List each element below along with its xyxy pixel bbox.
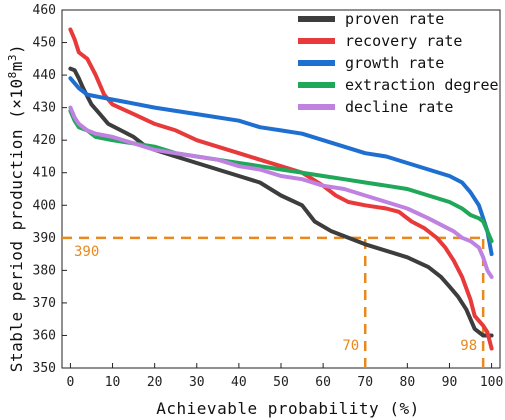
series-line-proven-rate	[68, 66, 494, 338]
y-tick-label: 460	[33, 3, 56, 18]
y-tick-label: 360	[33, 328, 56, 343]
x-tick-label: 40	[231, 375, 247, 390]
axis-titles: Achievable probability (%) Stable period…	[6, 44, 420, 418]
y-axis-title-exp: 8	[6, 71, 19, 78]
x-tick-label: 70	[357, 375, 373, 390]
legend: proven rate recovery rate growth rate extra…	[298, 10, 499, 116]
y-tick-label: 370	[33, 296, 56, 311]
x-tick-label: 80	[400, 375, 416, 390]
x-tick-label: 0	[67, 375, 75, 390]
y-tick-label: 450	[33, 36, 56, 51]
x-tick-label: 50	[273, 375, 289, 390]
y-axis-title-unit-exp: 3	[6, 54, 19, 61]
reference-label-x-98: 98	[460, 338, 477, 354]
legend-label-growth-rate: growth rate	[345, 54, 444, 72]
x-tick-label: 20	[147, 375, 163, 390]
legend-label-extraction-degree: extraction degree	[345, 76, 499, 94]
x-tick-label: 60	[315, 375, 331, 390]
x-tick-label: 90	[442, 375, 458, 390]
y-tick-label: 410	[33, 166, 56, 181]
x-tick-label: 10	[105, 375, 121, 390]
series-line-decline-rate	[68, 105, 494, 279]
y-tick-label: 400	[33, 198, 56, 213]
y-tick-label: 380	[33, 263, 56, 278]
y-axis-title-close: )	[7, 44, 26, 54]
series-line-extraction-degree	[68, 108, 494, 244]
legend-label-recovery-rate: recovery rate	[345, 32, 462, 50]
y-tick-label: 390	[33, 231, 56, 246]
series-line-growth-rate	[68, 76, 494, 257]
y-tick-label: 430	[33, 101, 56, 116]
legend-label-proven-rate: proven rate	[345, 10, 444, 28]
axes-layer: 350 360 370 380 390 400 410 420 430 440 450 460 0 10 2…	[33, 3, 504, 390]
y-axis-title-main: Stable period production (×10	[7, 78, 26, 372]
x-tick-label: 100	[480, 375, 503, 390]
y-axis-title-unit: m	[7, 61, 26, 71]
legend-label-decline-rate: decline rate	[345, 98, 453, 116]
reference-lines: 390 70 98	[62, 236, 492, 368]
reference-label-x-70: 70	[342, 338, 359, 354]
y-axis-title: Stable period production (×108m3)	[6, 44, 27, 372]
x-tick-label: 30	[189, 375, 205, 390]
series-lines	[68, 27, 494, 351]
y-tick-label: 420	[33, 133, 56, 148]
reference-label-y-390: 390	[74, 244, 99, 260]
y-tick-label: 440	[33, 68, 56, 83]
y-tick-label: 350	[33, 361, 56, 376]
x-axis-title: Achievable probability (%)	[156, 399, 419, 418]
